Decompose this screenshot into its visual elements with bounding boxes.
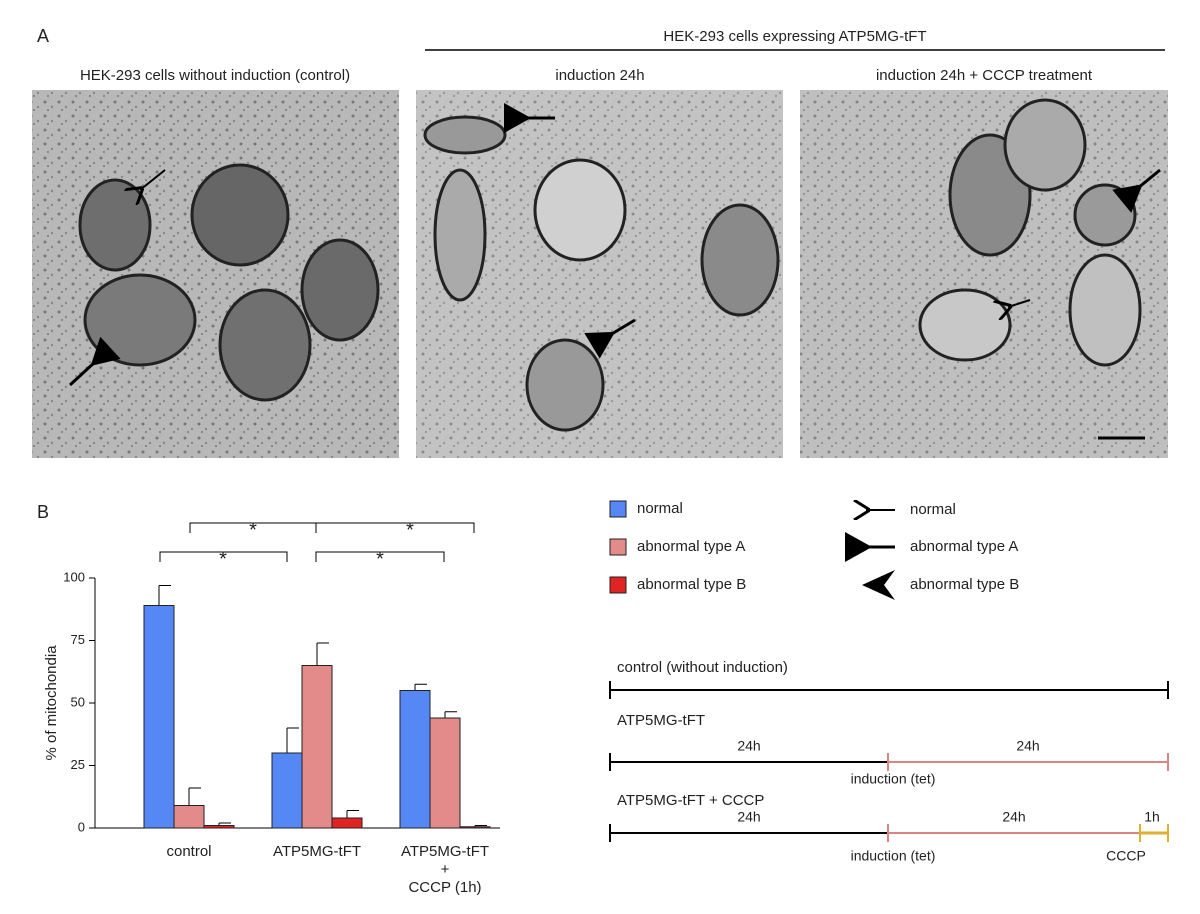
legend-swatch <box>609 500 627 518</box>
arrow-legend-label: abnormal type A <box>910 538 1018 555</box>
arrow-legend-label: abnormal type B <box>910 576 1019 593</box>
arrow-legend-label: normal <box>910 501 956 518</box>
bar <box>399 690 431 829</box>
error-bar <box>414 683 427 691</box>
significance: * <box>406 519 414 541</box>
y-tick-label: 75 <box>71 632 85 647</box>
legend-label: normal <box>637 500 683 517</box>
x-tick-label: control <box>166 843 212 860</box>
image-title: HEK-293 cells without induction (control… <box>80 67 350 84</box>
x-tick-label: ATP5MG-tFT <box>272 843 362 860</box>
panel-label: B <box>37 502 49 522</box>
timeline-label: induction (tet) <box>851 771 936 787</box>
legend-label: abnormal type B <box>637 576 746 593</box>
error-bar <box>346 810 359 818</box>
image-title: induction 24h + CCCP treatment <box>876 67 1093 84</box>
bar <box>271 752 303 829</box>
error-bar <box>316 642 329 666</box>
bar <box>143 605 175 829</box>
timelines <box>609 681 1169 842</box>
image-title: induction 24h <box>555 67 644 84</box>
significance: * <box>249 519 257 541</box>
bar <box>459 826 491 829</box>
panel-label: A <box>37 26 49 46</box>
legend-swatch <box>609 576 627 594</box>
timeline-label: 1h <box>1144 809 1160 825</box>
micrograph <box>32 90 399 458</box>
legend-label: abnormal type A <box>637 538 745 555</box>
legend-swatch <box>609 538 627 556</box>
micrograph <box>416 90 783 458</box>
error-bar <box>286 727 299 753</box>
error-bar <box>444 711 457 718</box>
significance: * <box>376 548 384 570</box>
significance-brackets <box>159 522 475 562</box>
significance: * <box>219 548 227 570</box>
timeline-title: ATP5MG-tFT + CCCP <box>617 792 764 809</box>
timeline-title: ATP5MG-tFT <box>617 712 705 729</box>
timeline-label: 24h <box>737 809 760 825</box>
timeline-label: induction (tet) <box>851 848 936 864</box>
y-tick-label: 50 <box>71 694 85 709</box>
y-tick-label: 100 <box>63 569 85 584</box>
group-title: HEK-293 cells expressing ATP5MG-tFT <box>663 28 926 45</box>
error-bar <box>188 787 201 806</box>
timeline-title: control (without induction) <box>617 659 788 676</box>
y-tick-label: 25 <box>71 757 85 772</box>
bar <box>203 825 235 829</box>
micrograph <box>800 90 1168 458</box>
y-tick-label: 0 <box>78 819 85 834</box>
error-bar <box>158 585 171 606</box>
timeline-label: CCCP <box>1106 848 1146 864</box>
y-axis-label: % of mitochondia <box>43 645 60 761</box>
timeline-label: 24h <box>737 738 760 754</box>
bar <box>429 717 461 829</box>
x-tick-label: ATP5MG-tFT + CCCP (1h) <box>400 843 490 896</box>
bar <box>301 665 333 829</box>
timeline-label: 24h <box>1016 738 1039 754</box>
bar <box>173 805 205 829</box>
timeline-label: 24h <box>1002 809 1025 825</box>
bar <box>331 817 363 829</box>
arrow-legend <box>845 510 895 600</box>
